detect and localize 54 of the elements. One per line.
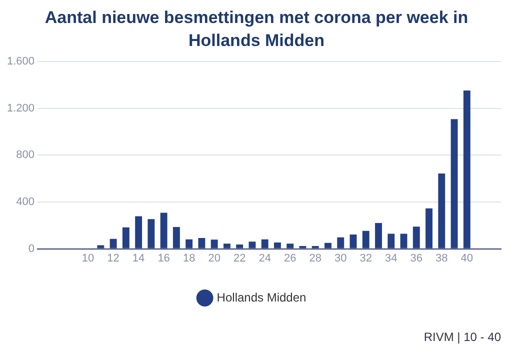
bar (110, 238, 117, 248)
x-tick-label: 36 (410, 252, 423, 264)
x-tick-label: 12 (107, 252, 120, 264)
y-tick-label: 0 (28, 242, 35, 255)
bar (135, 216, 142, 248)
x-tick-label: 18 (182, 252, 196, 264)
bar (186, 239, 193, 248)
x-tick-label: 40 (460, 252, 474, 264)
bar (148, 219, 155, 248)
bar (388, 234, 395, 248)
x-tick-label: 30 (334, 252, 347, 264)
bar (324, 242, 332, 248)
x-tick-label: 10 (82, 252, 94, 264)
y-tick-label: 800 (16, 149, 35, 162)
x-tick-label: 38 (436, 252, 448, 264)
x-tick-label: 22 (233, 252, 246, 264)
bar (312, 246, 319, 248)
bar (274, 242, 281, 248)
x-tick-label: 14 (132, 252, 145, 264)
bar (97, 245, 104, 248)
bar (350, 234, 357, 248)
bar (198, 238, 206, 248)
bar (286, 244, 294, 248)
x-tick-label: 32 (360, 252, 372, 264)
bar (210, 240, 218, 248)
bar (463, 90, 470, 248)
x-tick-label: 24 (258, 252, 271, 264)
x-tick-label: 34 (385, 252, 398, 264)
bar (426, 208, 432, 248)
bar (362, 230, 370, 248)
x-tick-label: 26 (284, 252, 296, 264)
bar (160, 212, 168, 248)
bar (450, 119, 458, 248)
bar (337, 237, 344, 248)
legend-label: Hollands Midden (216, 290, 306, 304)
bar (400, 234, 408, 248)
x-tick-label: 20 (208, 252, 220, 264)
bar (375, 223, 382, 248)
x-tick-label: 16 (158, 252, 170, 264)
bar (438, 173, 446, 248)
y-tick-label: 1.200 (6, 102, 35, 114)
bar (248, 242, 256, 248)
text: RIVM | 10 - 40 (424, 330, 501, 344)
bar (299, 246, 306, 248)
y-tick-label: 1.600 (6, 56, 35, 68)
bar (223, 244, 230, 248)
bar (122, 227, 130, 248)
chart-title: Aantal nieuwe besmettingen met corona per week in Hollands Midden (44, 7, 470, 52)
bar (172, 227, 180, 248)
y-tick-label: 400 (16, 196, 35, 208)
bar (261, 239, 268, 248)
bar (412, 226, 420, 248)
x-tick-label: 28 (309, 252, 322, 264)
bar (236, 244, 244, 248)
